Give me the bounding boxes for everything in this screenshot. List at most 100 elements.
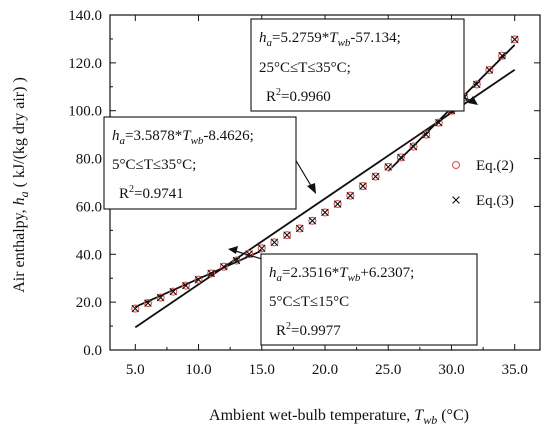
fit-line-2 xyxy=(134,69,516,329)
data-point-eq2 xyxy=(169,287,178,296)
annotation-3-range: 5°C≤T≤15°C xyxy=(269,294,349,310)
y-tick-label: 120.0 xyxy=(68,56,102,72)
data-point-eq3 xyxy=(435,118,443,127)
arrowhead-2 xyxy=(307,183,316,194)
data-point-eq3 xyxy=(257,244,266,253)
data-point-eq3 xyxy=(232,256,241,265)
data-point-eq3 xyxy=(359,182,367,190)
data-point-eq3 xyxy=(397,153,405,162)
x-tick-label: 20.0 xyxy=(312,362,338,378)
data-point-eq3 xyxy=(182,281,190,290)
data-point-eq2 xyxy=(207,269,216,278)
data-point-eq2 xyxy=(194,275,203,284)
x-tick-label: 5.0 xyxy=(126,362,145,378)
legend-cross-marker xyxy=(452,196,460,204)
data-point-eq2 xyxy=(485,65,494,75)
x-tick-label: 15.0 xyxy=(249,362,275,378)
data-point-eq3 xyxy=(220,262,228,271)
annotation-3-r2: R2=0.9977 xyxy=(276,321,341,339)
data-point-eq3 xyxy=(510,35,519,44)
data-point-eq2 xyxy=(498,51,507,60)
data-point-eq2 xyxy=(283,231,292,240)
data-point-eq3 xyxy=(485,66,494,74)
annotation-1-border xyxy=(250,18,465,112)
data-point-eq3 xyxy=(422,130,430,139)
data-point-eq2 xyxy=(232,256,241,265)
data-point-eq3 xyxy=(283,231,291,239)
data-point-eq2 xyxy=(384,162,393,171)
data-point-eq3 xyxy=(144,299,152,307)
data-point-eq3 xyxy=(295,224,304,233)
data-point-eq3 xyxy=(207,269,215,278)
arrowhead-1 xyxy=(468,96,478,105)
legend-label-eq2: Eq.(2) xyxy=(476,158,514,174)
y-tick-label: 20.0 xyxy=(76,295,102,311)
annotation-2-border xyxy=(103,116,297,210)
data-point-eq2 xyxy=(295,224,304,233)
data-point-eq2 xyxy=(333,199,342,209)
y-tick-label: 100.0 xyxy=(68,104,102,120)
data-point-eq2 xyxy=(320,208,330,217)
data-point-eq2 xyxy=(257,244,266,253)
y-tick-label: 80.0 xyxy=(76,152,102,168)
data-point-eq3 xyxy=(346,191,355,200)
annotation-3-equation: ha=2.3516*Twb+6.2307; xyxy=(269,265,414,284)
data-point-eq2 xyxy=(156,293,165,302)
data-point-eq2 xyxy=(358,182,367,191)
annotation-1-range: 25°C≤T≤35°C; xyxy=(259,60,351,76)
data-point-eq2 xyxy=(434,118,443,127)
y-tick-label: 40.0 xyxy=(76,247,102,263)
annotation-box-3: ha=2.3516*Twb+6.2307; 5°C≤T≤15°C R2=0.99… xyxy=(260,253,478,346)
data-point-eq3 xyxy=(131,304,140,313)
annotation-1-r2: R2=0.9960 xyxy=(266,87,331,105)
data-point-eq3 xyxy=(321,208,329,217)
y-tick-label: 0.0 xyxy=(83,343,102,359)
data-point-eq2 xyxy=(371,172,380,181)
annotation-2-equation: ha=3.5878*Twb-8.4626; xyxy=(112,128,254,147)
legend: Eq.(2) Eq.(3) xyxy=(451,158,514,209)
data-point-eq2 xyxy=(510,35,519,44)
data-point-eq3 xyxy=(156,293,165,302)
annotation-2-r2: R2=0.9741 xyxy=(119,184,184,202)
x-tick-label: 35.0 xyxy=(502,362,528,378)
data-point-eq2 xyxy=(422,130,431,139)
legend-circle-marker xyxy=(451,160,461,170)
data-point-eq3 xyxy=(409,142,418,151)
data-point-eq3 xyxy=(384,163,393,171)
fit-line-3 xyxy=(134,249,263,308)
y-tick-label: 140.0 xyxy=(68,8,102,24)
data-point-eq3 xyxy=(194,275,203,284)
data-point-eq2 xyxy=(472,80,481,89)
data-point-eq3 xyxy=(498,51,506,60)
data-point-eq2 xyxy=(270,238,279,247)
annotation-box-2: ha=3.5878*Twb-8.4626; 5°C≤T≤35°C; R2=0.9… xyxy=(103,116,297,210)
annotation-box-1: ha=5.2759*Twb-57.134; 25°C≤T≤35°C; R2=0.… xyxy=(250,18,465,112)
annotation-1-equation: ha=5.2759*Twb-57.134; xyxy=(259,30,401,49)
legend-marker-eq3 xyxy=(452,196,460,204)
x-axis: 5.0 10.0 15.0 20.0 25.0 30.0 35.0 xyxy=(126,15,528,378)
data-markers xyxy=(131,35,519,313)
y-tick-label: 60.0 xyxy=(76,199,102,215)
data-point-eq2 xyxy=(409,142,418,151)
x-tick-label: 30.0 xyxy=(438,362,464,378)
data-point-eq3 xyxy=(472,80,481,89)
data-point-eq3 xyxy=(371,172,380,181)
y-axis: 0.0 20.0 40.0 60.0 80.0 100.0 120.0 140.0 xyxy=(68,8,540,359)
data-point-eq2 xyxy=(181,281,190,290)
legend-marker-eq2 xyxy=(451,160,461,170)
x-tick-label: 10.0 xyxy=(185,362,211,378)
x-tick-label: 25.0 xyxy=(375,362,401,378)
annotation-2-range: 5°C≤T≤35°C; xyxy=(112,157,196,173)
data-point-eq2 xyxy=(219,262,228,271)
data-point-eq3 xyxy=(169,287,178,296)
data-point-eq2 xyxy=(346,191,355,200)
annotation-3-border xyxy=(260,253,478,346)
legend-label-eq3: Eq.(3) xyxy=(476,193,514,209)
data-point-eq3 xyxy=(333,200,342,208)
data-point-eq3 xyxy=(308,216,317,225)
data-point-eq2 xyxy=(396,153,405,162)
data-point-eq2 xyxy=(308,216,317,225)
y-axis-label: Air enthalpy, ha ( kJ/(kg dry air) ) xyxy=(11,77,31,293)
data-point-eq2 xyxy=(143,299,152,308)
